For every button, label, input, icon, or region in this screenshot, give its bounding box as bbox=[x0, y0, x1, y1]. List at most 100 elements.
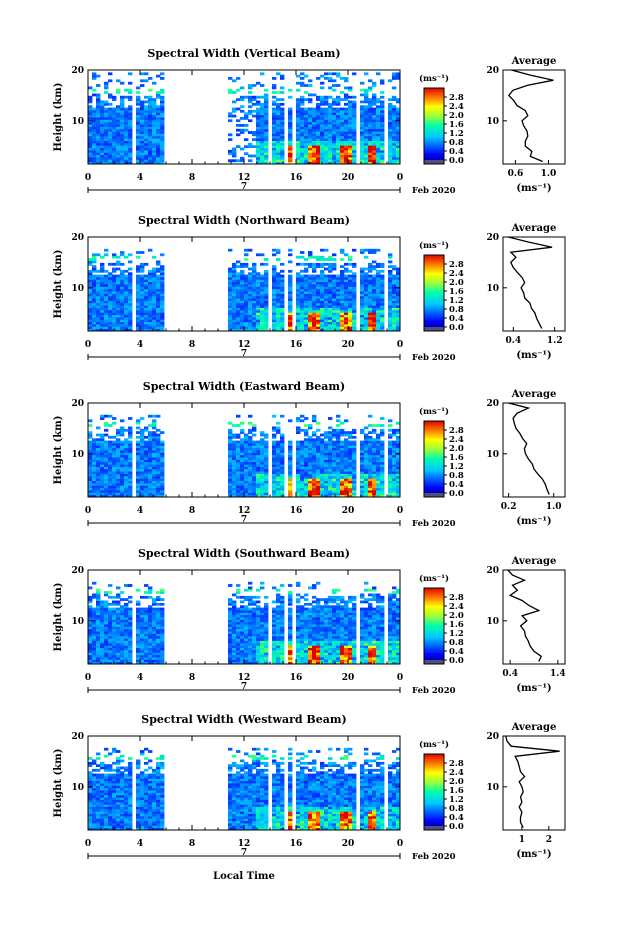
heatmap-cell bbox=[360, 100, 365, 104]
heatmap-cell bbox=[236, 450, 241, 453]
heatmap-cell bbox=[324, 440, 329, 444]
heatmap-cell bbox=[112, 440, 117, 444]
heatmap-cell bbox=[152, 114, 157, 118]
heatmap-cell bbox=[104, 156, 109, 160]
heatmap-cell bbox=[136, 319, 141, 323]
heatmap-cell bbox=[388, 428, 393, 432]
heatmap-cell bbox=[312, 142, 317, 146]
heatmap-cell bbox=[240, 117, 245, 120]
heatmap-cell bbox=[108, 159, 113, 163]
heatmap-cell bbox=[300, 489, 305, 493]
heatmap-cell bbox=[244, 276, 249, 280]
heatmap-cell bbox=[104, 117, 109, 120]
heatmap-cell bbox=[156, 428, 161, 432]
heatmap-cell bbox=[228, 428, 233, 432]
heatmap-cell bbox=[376, 314, 381, 318]
heatmap-cell bbox=[144, 131, 149, 134]
heatmap-cell bbox=[312, 466, 317, 470]
heatmap-cell bbox=[304, 468, 309, 472]
heatmap-cell bbox=[100, 147, 105, 151]
heatmap-cell bbox=[148, 414, 153, 418]
heatmap-cell bbox=[308, 79, 313, 83]
heatmap-cell bbox=[396, 142, 401, 146]
heatmap-cell bbox=[368, 316, 373, 320]
heatmap-cell bbox=[128, 305, 133, 308]
heatmap-cell bbox=[100, 269, 105, 273]
heatmap-cell bbox=[344, 112, 349, 116]
heatmap-cell bbox=[140, 312, 145, 315]
heatmap-cell bbox=[376, 307, 381, 311]
heatmap-cell bbox=[128, 253, 133, 257]
heatmap-cell bbox=[364, 468, 369, 472]
heatmap-cell bbox=[156, 126, 161, 130]
heatmap-cell bbox=[388, 305, 393, 308]
heatmap-cell bbox=[92, 286, 97, 290]
heatmap-cell bbox=[272, 248, 277, 252]
heatmap-cell bbox=[232, 454, 237, 458]
heatmap-cell bbox=[136, 293, 141, 297]
heatmap-cell bbox=[144, 281, 149, 285]
heatmap-cell bbox=[260, 145, 265, 148]
heatmap-cell bbox=[288, 131, 293, 134]
heatmap-cell bbox=[260, 152, 265, 156]
heatmap-cell bbox=[328, 468, 333, 472]
heatmap-cell bbox=[280, 295, 285, 299]
heatmap-cell bbox=[104, 152, 109, 156]
heatmap-cell bbox=[320, 473, 325, 477]
heatmap-cell bbox=[156, 307, 161, 311]
colorbar-swatch bbox=[424, 156, 444, 158]
heatmap-cell bbox=[392, 105, 397, 109]
heatmap-cell bbox=[140, 281, 145, 285]
heatmap-cell bbox=[152, 326, 157, 330]
heatmap-cell bbox=[312, 471, 317, 474]
heatmap-cell bbox=[296, 147, 301, 151]
heatmap-cell bbox=[244, 438, 249, 442]
heatmap-cell bbox=[240, 461, 245, 465]
heatmap-cell bbox=[300, 112, 305, 116]
heatmap-cell bbox=[240, 316, 245, 320]
heatmap-cell bbox=[240, 326, 245, 330]
heatmap-cell bbox=[236, 494, 241, 498]
heatmap-cell bbox=[380, 126, 385, 130]
heatmap-cell bbox=[328, 473, 333, 477]
heatmap-cell bbox=[136, 487, 141, 491]
heatmap-cell bbox=[156, 95, 161, 99]
heatmap-cell bbox=[324, 452, 329, 456]
heatmap-cell bbox=[260, 288, 265, 292]
heatmap-cell bbox=[360, 152, 365, 156]
heatmap-cell bbox=[260, 274, 265, 278]
heatmap-cell bbox=[272, 326, 277, 330]
heatmap-cell bbox=[360, 316, 365, 320]
heatmap-cell bbox=[88, 475, 93, 479]
heatmap-cell bbox=[280, 461, 285, 465]
heatmap-cell bbox=[332, 471, 337, 474]
heatmap-cell bbox=[352, 262, 357, 266]
heatmap-cell bbox=[256, 468, 261, 472]
heatmap-cell bbox=[328, 312, 333, 315]
heatmap-cell bbox=[372, 466, 377, 470]
heatmap-cell bbox=[244, 293, 249, 297]
heatmap-cell bbox=[288, 319, 293, 323]
heatmap-cell bbox=[312, 265, 317, 268]
heatmap-cell bbox=[256, 323, 261, 327]
heatmap-cell bbox=[320, 302, 325, 306]
heatmap-cell bbox=[324, 298, 329, 301]
heatmap-cell bbox=[392, 147, 397, 151]
heatmap-cell bbox=[360, 321, 365, 325]
heatmap-cell bbox=[100, 133, 105, 137]
heatmap-cell bbox=[336, 471, 341, 474]
heatmap-cell bbox=[108, 284, 113, 287]
heatmap-cell bbox=[272, 466, 277, 470]
heatmap-cell bbox=[88, 447, 93, 451]
heatmap-cell bbox=[264, 492, 269, 496]
heatmap-cell bbox=[272, 428, 277, 432]
heatmap-cell bbox=[332, 314, 337, 318]
heatmap-cell bbox=[136, 298, 141, 301]
heatmap-cell bbox=[332, 138, 337, 141]
heatmap-cell bbox=[336, 428, 341, 432]
heatmap-cell bbox=[352, 295, 357, 299]
heatmap-cell bbox=[236, 119, 241, 123]
heatmap-cell bbox=[248, 276, 253, 280]
heatmap-cell bbox=[156, 478, 161, 481]
heatmap-cell bbox=[136, 454, 141, 458]
